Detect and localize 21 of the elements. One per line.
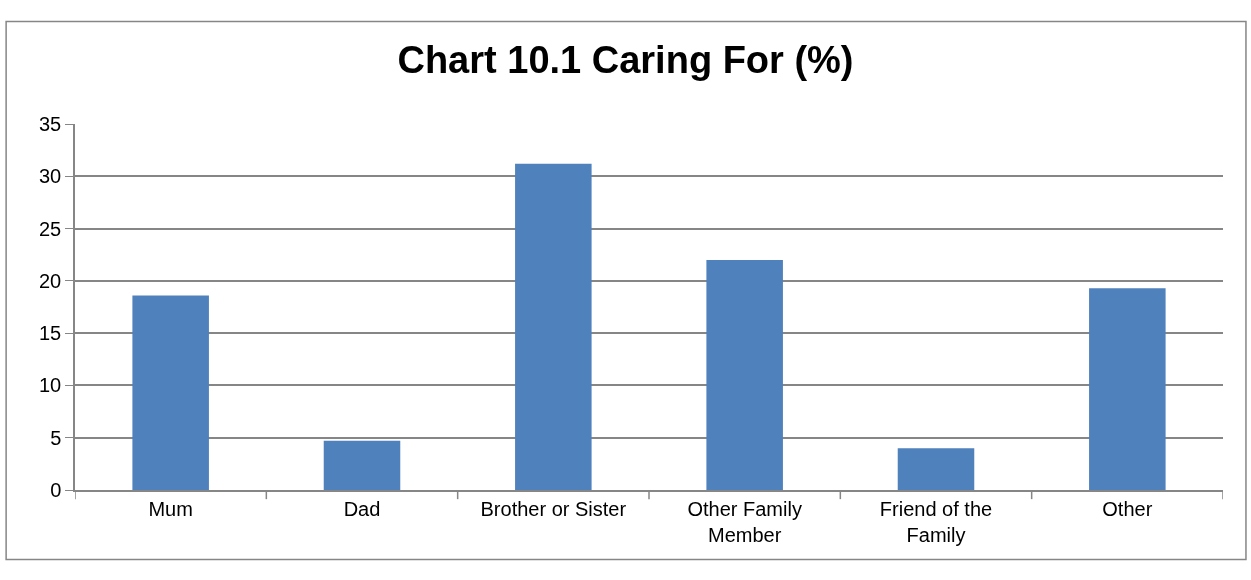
y-tick-label: 25 [39,217,62,240]
bar [323,440,401,490]
x-tick-label: Friend of the Family [879,497,993,546]
y-tick-label: 35 [39,113,62,135]
bar [706,259,783,490]
y-tick-label: 0 [50,479,62,501]
x-tick-label: Other [1102,497,1153,520]
bar [897,448,975,490]
chart-title: Chart 10.1 Caring For (%) [397,39,854,81]
bar [132,295,209,490]
x-tick-label: Other Family Member [687,497,802,546]
x-tick-label: Brother or Sister [480,497,627,520]
x-tick-label: Mum [148,497,193,520]
y-tick-label: 15 [39,322,62,345]
y-tick-label: 30 [39,165,62,188]
bar [1089,288,1166,490]
x-tick-label: Dad [343,497,381,520]
y-tick-label: 10 [39,374,62,397]
bar [515,163,592,490]
y-tick-label: 20 [39,269,62,292]
y-tick-label: 5 [50,426,62,449]
